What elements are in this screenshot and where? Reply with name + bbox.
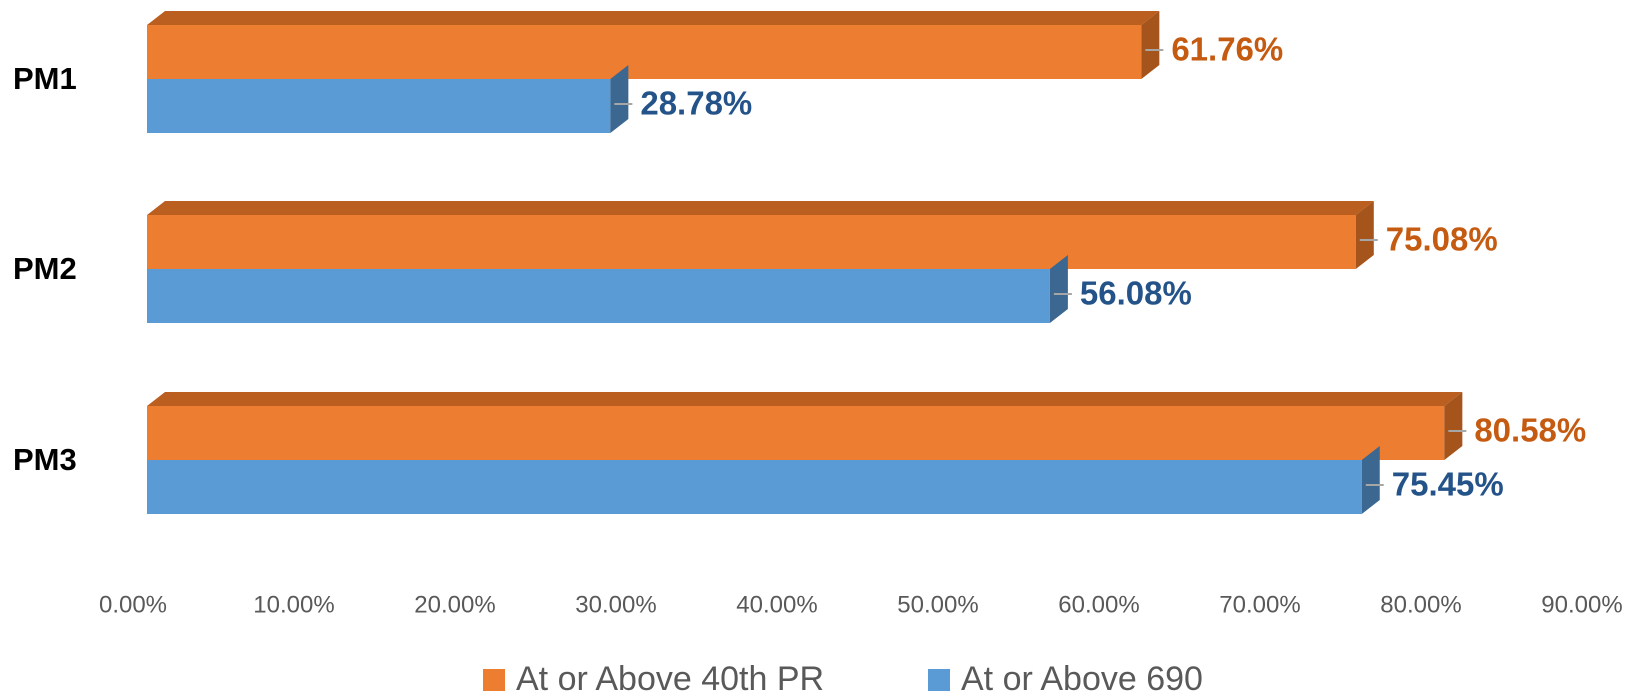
x-tick-label: 60.00%: [1058, 591, 1139, 618]
value-label: 56.08%: [1080, 275, 1192, 312]
x-tick-label: 80.00%: [1380, 591, 1461, 618]
bar-side: [1444, 392, 1463, 460]
bar: [147, 460, 1362, 514]
bar: [147, 25, 1142, 79]
bar: [147, 215, 1356, 269]
bar: [147, 269, 1050, 323]
value-label: 80.58%: [1474, 412, 1586, 449]
bar-side: [1355, 201, 1374, 269]
category-label: PM2: [13, 251, 77, 286]
bar-top: [147, 392, 1463, 406]
x-tick-label: 90.00%: [1541, 591, 1622, 618]
category-label: PM3: [13, 442, 77, 477]
bar-top: [147, 11, 1160, 25]
bar: [147, 79, 611, 133]
bar-side: [1049, 255, 1068, 323]
legend-label: At or Above 40th PR: [516, 660, 824, 696]
value-label: 75.45%: [1392, 466, 1504, 503]
category-label: PM1: [13, 61, 77, 96]
bar-top: [147, 201, 1374, 215]
value-label: 61.76%: [1171, 31, 1283, 68]
bar-side: [610, 65, 629, 133]
x-tick-label: 70.00%: [1219, 591, 1300, 618]
legend-swatch: [483, 669, 505, 691]
value-label: 28.78%: [640, 85, 752, 122]
legend-label: At or Above 690: [961, 660, 1203, 696]
x-tick-label: 30.00%: [575, 591, 656, 618]
bar: [147, 406, 1445, 460]
bar-side: [1361, 446, 1380, 514]
bar-side: [1141, 11, 1160, 79]
x-tick-label: 10.00%: [253, 591, 334, 618]
x-tick-label: 20.00%: [414, 591, 495, 618]
value-label: 75.08%: [1386, 221, 1498, 258]
x-tick-label: 50.00%: [897, 591, 978, 618]
x-tick-label: 40.00%: [736, 591, 817, 618]
legend-swatch: [928, 669, 950, 691]
x-tick-label: 0.00%: [99, 591, 167, 618]
